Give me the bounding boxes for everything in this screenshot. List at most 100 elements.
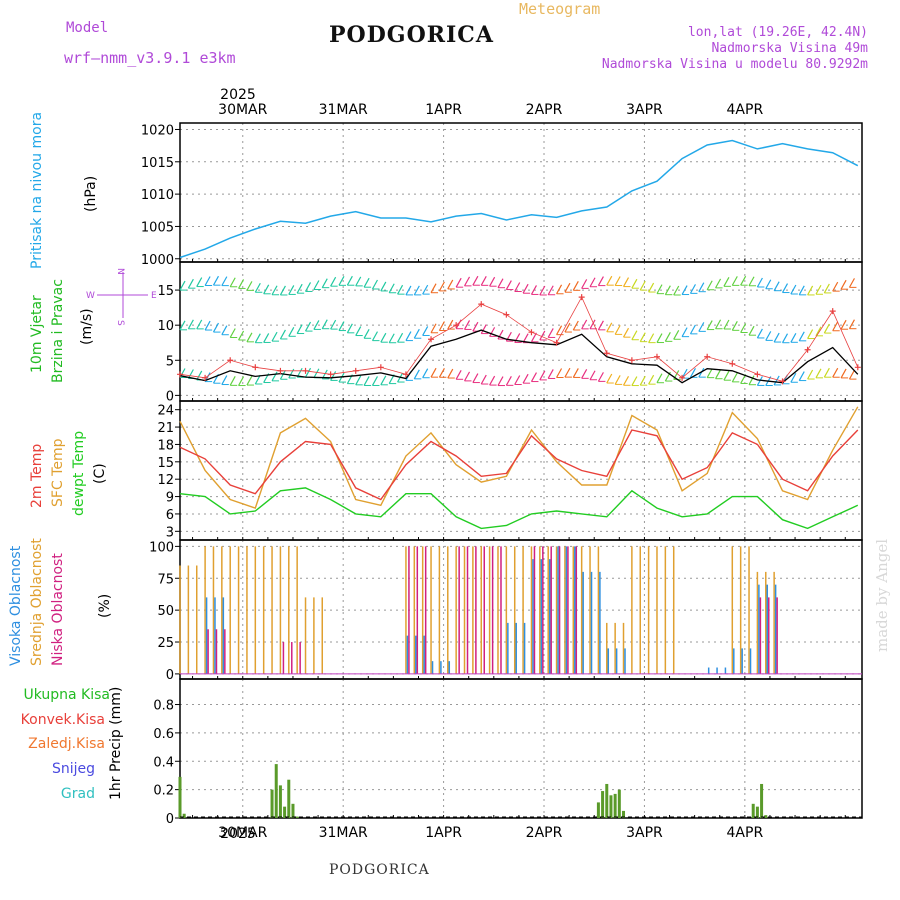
precip-bar — [283, 806, 287, 818]
wind-barb — [438, 321, 445, 331]
precip-bar — [622, 810, 626, 818]
wind-barb — [572, 320, 579, 331]
wind-barb — [622, 277, 630, 287]
wind-barb — [698, 282, 705, 292]
wind-barb — [455, 277, 462, 288]
day-label-bottom: 4APR — [727, 825, 764, 841]
cloud-ytick-label: 0 — [166, 668, 174, 683]
wind-barb — [371, 331, 378, 341]
wind-barb — [229, 277, 236, 288]
wind-barb — [698, 322, 705, 332]
temp-ytick-label: 9 — [166, 491, 174, 506]
cloud-ytick-label: 100 — [149, 540, 174, 555]
wind-barb — [304, 321, 312, 332]
wind-barb — [321, 319, 328, 329]
precip-bar — [764, 815, 768, 818]
wind-ytick-label: 5 — [166, 354, 174, 369]
precip-bar — [278, 785, 282, 818]
wind-barb — [815, 326, 822, 337]
wind-barb — [263, 284, 270, 295]
wind-barb — [606, 373, 613, 384]
day-label-top: 1APR — [425, 102, 462, 118]
day-label-bottom: 1APR — [425, 825, 462, 841]
wind-barb — [514, 375, 521, 385]
legend-hail: Grad — [60, 786, 95, 802]
wind-barb — [304, 282, 312, 292]
wind-barb — [413, 328, 420, 339]
wind-barb — [397, 284, 404, 295]
wind-barb — [815, 368, 822, 379]
wind-barb — [840, 368, 847, 379]
lonlat-text: lon,lat (19.26E, 42.4N) — [687, 25, 868, 40]
wind-barb — [781, 333, 789, 344]
precip-ytick-label: 0.2 — [153, 784, 174, 799]
wind-barb — [639, 280, 646, 291]
wind-barb — [689, 284, 696, 294]
wind-barb — [397, 332, 404, 343]
wind-barb — [581, 319, 588, 330]
temp-ytick-label: 3 — [166, 525, 174, 540]
cloud-ytick-label: 50 — [157, 604, 174, 619]
precip-bar — [287, 779, 291, 818]
wind-barb — [589, 370, 596, 381]
wind-barb — [254, 333, 261, 343]
precip-bar — [596, 802, 600, 818]
wind-barb — [413, 285, 420, 296]
wind-barb — [681, 327, 688, 337]
precip-bar — [274, 764, 278, 818]
wind-barb — [363, 376, 370, 386]
wind-barb — [564, 322, 571, 333]
year-label-bottom: 2025 — [220, 826, 256, 842]
wind-barb — [388, 283, 395, 294]
wind-barb — [346, 323, 353, 334]
wind-barb — [731, 372, 738, 383]
year-label-top: 2025 — [220, 87, 256, 103]
wind-barb — [489, 276, 496, 287]
wind-barb — [606, 275, 613, 286]
pressure-ytick-label: 1005 — [141, 220, 174, 235]
wind-barb — [556, 325, 563, 335]
wind-barb — [597, 320, 604, 331]
precip-bar — [178, 776, 182, 818]
wind-barb — [581, 279, 588, 289]
wind-barb — [723, 370, 730, 381]
wind-barb — [304, 367, 312, 378]
wind-barb — [639, 375, 646, 386]
wind-barb — [748, 375, 755, 386]
wind-barb — [715, 319, 722, 330]
wind-barb — [254, 282, 261, 293]
wind-compass: W E N S — [86, 268, 157, 326]
precip-bar — [291, 803, 295, 818]
wind-barb — [430, 367, 437, 378]
pressure-frame — [179, 122, 863, 263]
wind-ytick-label: 15 — [157, 284, 174, 299]
wind-barb — [731, 321, 738, 331]
wind-barb — [656, 333, 663, 343]
wind-barb — [497, 376, 504, 386]
wind-barb — [497, 329, 504, 340]
precip-bar — [609, 795, 613, 818]
wind-barb — [564, 367, 571, 378]
wind-barb — [614, 375, 621, 385]
compass-n: N — [115, 268, 125, 275]
wind-barb — [296, 283, 303, 294]
temp-ytick-label: 12 — [157, 473, 174, 488]
wind-barb — [539, 370, 546, 381]
wind-barb — [330, 319, 337, 330]
wind-barb — [756, 328, 763, 339]
wind-barb — [472, 275, 479, 286]
wind-barb — [564, 282, 571, 293]
wind-barb — [204, 320, 211, 331]
wind-barb — [807, 369, 814, 380]
wind-barb — [355, 276, 362, 287]
wind-barb — [664, 332, 671, 342]
wind-barb — [781, 283, 789, 293]
wind-barb — [480, 276, 487, 286]
wind-barb — [355, 375, 362, 386]
wind-barb — [530, 285, 537, 295]
wind-barb — [438, 367, 445, 378]
sfc-temp-line — [179, 406, 859, 509]
wind-barb — [597, 372, 604, 382]
wind-barb — [271, 331, 278, 342]
wind-barb — [539, 330, 546, 341]
